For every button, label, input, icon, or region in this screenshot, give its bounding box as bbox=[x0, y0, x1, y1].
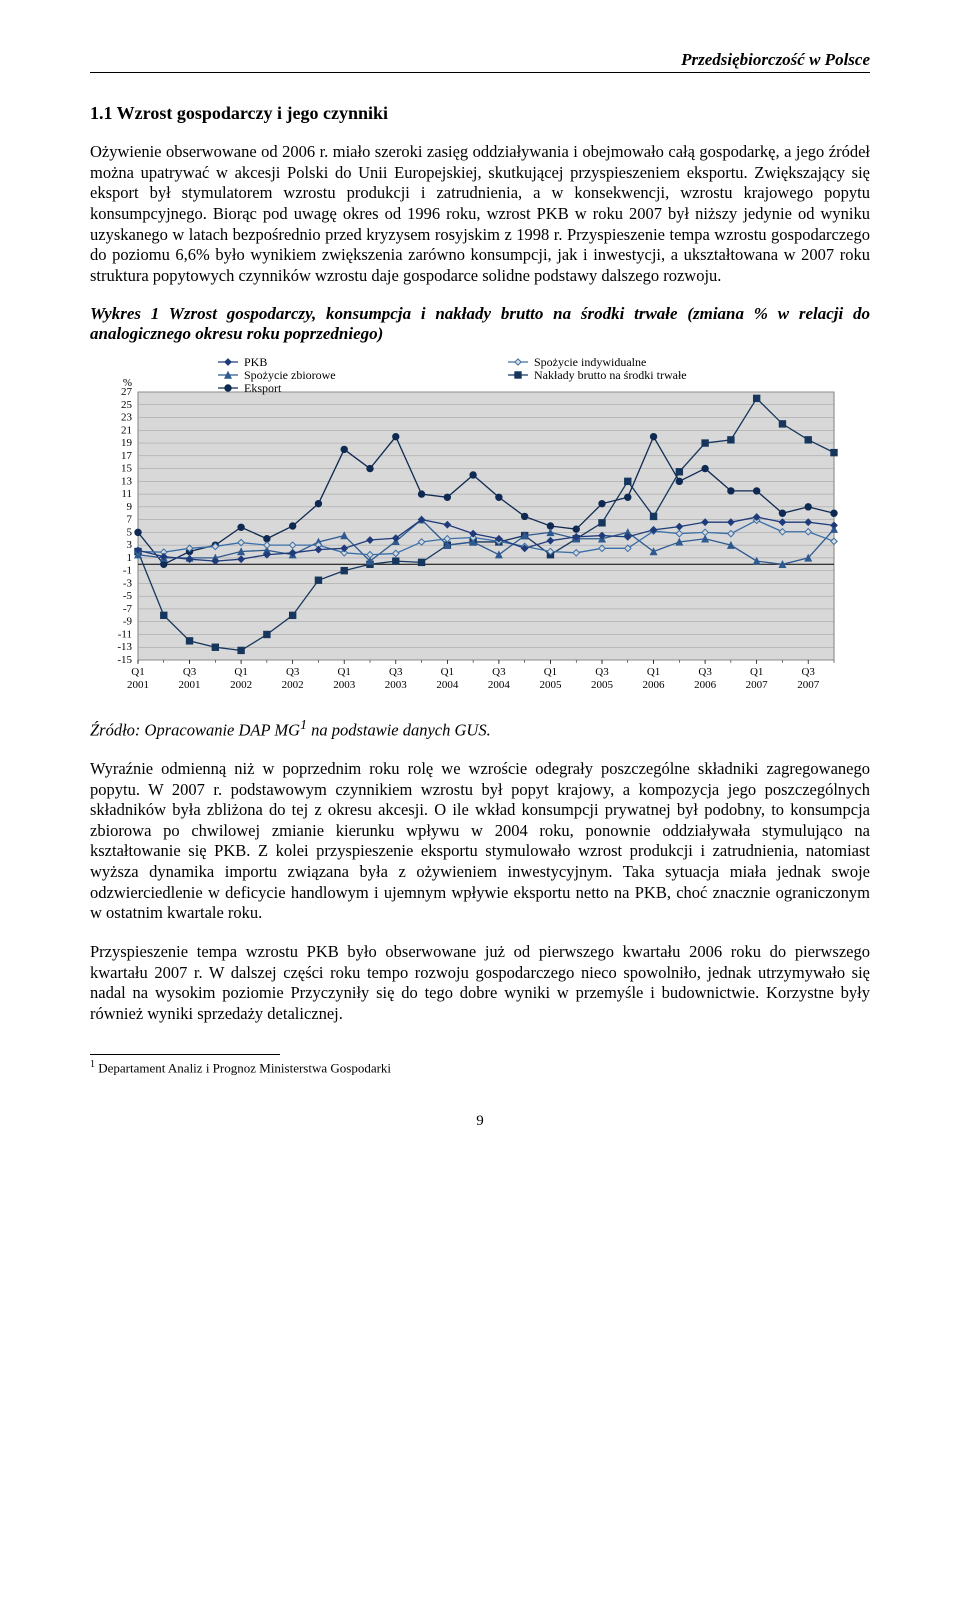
chart-container: -15-13-11-9-7-5-3-1135791113151719212325… bbox=[90, 350, 870, 715]
chart-source: Źródło: Opracowanie DAP MG1 na podstawie… bbox=[90, 717, 870, 741]
svg-text:7: 7 bbox=[127, 514, 133, 526]
svg-text:2004: 2004 bbox=[488, 679, 511, 691]
chart-source-suffix: na podstawie danych GUS. bbox=[307, 721, 491, 740]
running-header: Przedsiębiorczość w Polsce bbox=[90, 50, 870, 73]
svg-text:2007: 2007 bbox=[797, 679, 820, 691]
svg-text:2006: 2006 bbox=[643, 679, 666, 691]
svg-text:Q3: Q3 bbox=[698, 666, 712, 678]
svg-text:Q1: Q1 bbox=[131, 666, 144, 678]
line-chart: -15-13-11-9-7-5-3-1135791113151719212325… bbox=[90, 350, 850, 710]
svg-text:2003: 2003 bbox=[385, 679, 408, 691]
svg-text:-3: -3 bbox=[123, 578, 133, 590]
chart-source-sup: 1 bbox=[300, 717, 307, 732]
chart-title: Wykres 1 Wzrost gospodarczy, konsumpcja … bbox=[90, 304, 870, 344]
footnote-text: Departament Analiz i Prognoz Ministerstw… bbox=[95, 1061, 391, 1076]
svg-text:Q3: Q3 bbox=[492, 666, 506, 678]
svg-text:2002: 2002 bbox=[282, 679, 304, 691]
svg-text:Spożycie zbiorowe: Spożycie zbiorowe bbox=[244, 368, 336, 382]
svg-text:Q3: Q3 bbox=[183, 666, 197, 678]
svg-text:11: 11 bbox=[121, 488, 132, 500]
paragraph-1: Ożywienie obserwowane od 2006 r. miało s… bbox=[90, 142, 870, 286]
svg-text:2002: 2002 bbox=[230, 679, 252, 691]
footnote: 1 Departament Analiz i Prognoz Ministers… bbox=[90, 1059, 870, 1076]
svg-text:Q3: Q3 bbox=[389, 666, 403, 678]
svg-text:Q1: Q1 bbox=[337, 666, 350, 678]
svg-text:2005: 2005 bbox=[591, 679, 614, 691]
svg-text:-7: -7 bbox=[123, 603, 133, 615]
svg-text:Q1: Q1 bbox=[441, 666, 454, 678]
svg-text:5: 5 bbox=[127, 527, 133, 539]
svg-text:23: 23 bbox=[121, 412, 133, 424]
paragraph-2: Wyraźnie odmienną niż w poprzednim roku … bbox=[90, 759, 870, 924]
svg-text:2001: 2001 bbox=[179, 679, 201, 691]
svg-text:Q3: Q3 bbox=[286, 666, 300, 678]
svg-text:25: 25 bbox=[121, 399, 133, 411]
svg-text:3: 3 bbox=[127, 540, 133, 552]
svg-text:2003: 2003 bbox=[333, 679, 356, 691]
svg-text:Spożycie indywidualne: Spożycie indywidualne bbox=[534, 355, 646, 369]
svg-text:PKB: PKB bbox=[244, 355, 267, 369]
svg-text:9: 9 bbox=[127, 501, 133, 513]
svg-text:-13: -13 bbox=[117, 642, 132, 654]
svg-text:21: 21 bbox=[121, 425, 132, 437]
svg-text:-1: -1 bbox=[123, 565, 132, 577]
svg-text:15: 15 bbox=[121, 463, 133, 475]
svg-text:-9: -9 bbox=[123, 616, 133, 628]
svg-text:Q1: Q1 bbox=[234, 666, 247, 678]
paragraph-3: Przyspieszenie tempa wzrostu PKB było ob… bbox=[90, 942, 870, 1025]
svg-text:17: 17 bbox=[121, 450, 133, 462]
page-number: 9 bbox=[90, 1113, 870, 1130]
svg-text:Q3: Q3 bbox=[595, 666, 609, 678]
svg-text:Q1: Q1 bbox=[544, 666, 557, 678]
svg-text:%: % bbox=[123, 377, 132, 389]
svg-text:-11: -11 bbox=[118, 629, 132, 641]
svg-text:Eksport: Eksport bbox=[244, 381, 282, 395]
svg-text:2005: 2005 bbox=[539, 679, 562, 691]
footnote-separator bbox=[90, 1054, 280, 1055]
svg-text:Q1: Q1 bbox=[647, 666, 660, 678]
svg-text:2004: 2004 bbox=[436, 679, 459, 691]
svg-text:13: 13 bbox=[121, 476, 133, 488]
svg-text:Q3: Q3 bbox=[801, 666, 815, 678]
chart-source-prefix: Źródło: Opracowanie DAP MG bbox=[90, 721, 300, 740]
svg-text:19: 19 bbox=[121, 437, 133, 449]
svg-text:1: 1 bbox=[127, 552, 133, 564]
section-heading: 1.1 Wzrost gospodarczy i jego czynniki bbox=[90, 103, 870, 124]
svg-text:-15: -15 bbox=[117, 654, 132, 666]
svg-text:2007: 2007 bbox=[746, 679, 769, 691]
svg-text:-5: -5 bbox=[123, 591, 133, 603]
svg-text:Nakłady brutto na środki trwał: Nakłady brutto na środki trwałe bbox=[534, 368, 687, 382]
svg-text:2001: 2001 bbox=[127, 679, 149, 691]
svg-text:Q1: Q1 bbox=[750, 666, 763, 678]
svg-text:2006: 2006 bbox=[694, 679, 717, 691]
